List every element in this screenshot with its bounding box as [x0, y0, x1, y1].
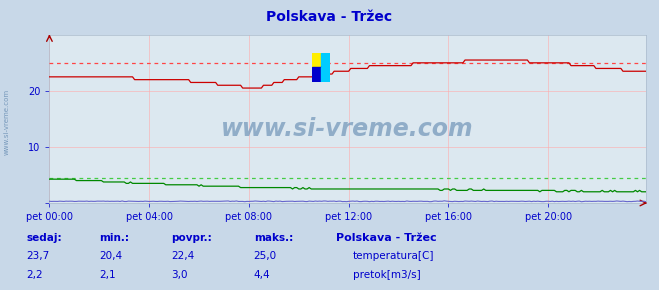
Text: Polskava - Tržec: Polskava - Tržec [336, 233, 437, 243]
Text: 25,0: 25,0 [254, 251, 277, 261]
Text: 2,1: 2,1 [99, 270, 115, 280]
Text: maks.:: maks.: [254, 233, 293, 243]
Text: pretok[m3/s]: pretok[m3/s] [353, 270, 420, 280]
Text: www.si-vreme.com: www.si-vreme.com [3, 89, 10, 155]
Bar [321, 67, 330, 82]
Text: 4,4: 4,4 [254, 270, 270, 280]
Text: 20,4: 20,4 [99, 251, 122, 261]
Text: 3,0: 3,0 [171, 270, 188, 280]
Text: min.:: min.: [99, 233, 129, 243]
Text: 22,4: 22,4 [171, 251, 194, 261]
Bar [312, 67, 321, 82]
Text: sedaj:: sedaj: [26, 233, 62, 243]
Text: temperatura[C]: temperatura[C] [353, 251, 434, 261]
Bar [321, 53, 330, 67]
Text: www.si-vreme.com: www.si-vreme.com [221, 117, 474, 141]
Bar [312, 53, 321, 67]
Text: 2,2: 2,2 [26, 270, 43, 280]
Text: povpr.:: povpr.: [171, 233, 212, 243]
Text: Polskava - Tržec: Polskava - Tržec [266, 10, 393, 24]
Text: 23,7: 23,7 [26, 251, 49, 261]
